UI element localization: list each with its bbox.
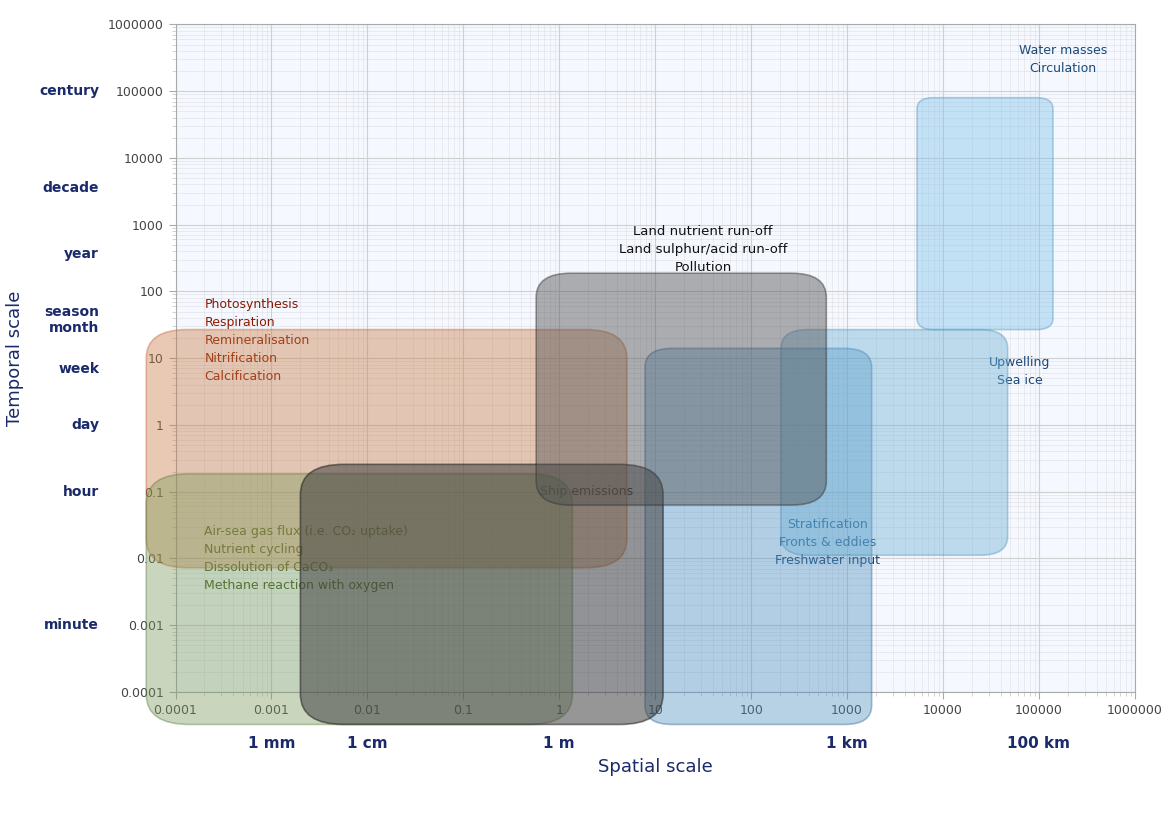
Text: 1 mm: 1 mm — [248, 737, 295, 751]
Text: Stratification
Fronts & eddies
Freshwater input: Stratification Fronts & eddies Freshwate… — [776, 519, 880, 567]
Text: Land nutrient run-off
Land sulphur/acid run-off
Pollution: Land nutrient run-off Land sulphur/acid … — [619, 225, 787, 274]
Text: minute: minute — [44, 618, 99, 632]
Text: day: day — [71, 418, 99, 432]
Text: Ship emissions: Ship emissions — [541, 485, 633, 498]
Text: 1 km: 1 km — [826, 737, 868, 751]
Text: Water masses
Circulation: Water masses Circulation — [1019, 45, 1107, 76]
Text: month: month — [49, 322, 99, 335]
Text: century: century — [39, 84, 99, 98]
Text: Photosynthesis
Respiration
Remineralisation
Nitrification
Calcification: Photosynthesis Respiration Remineralisat… — [205, 298, 310, 383]
Text: 1 cm: 1 cm — [347, 737, 387, 751]
Text: Upwelling
Sea ice: Upwelling Sea ice — [989, 356, 1051, 387]
Text: Air-sea gas flux (i.e. CO₂ uptake)
Nutrient cycling
Dissolution of CaCO₃
Methane: Air-sea gas flux (i.e. CO₂ uptake) Nutri… — [205, 525, 408, 592]
X-axis label: Spatial scale: Spatial scale — [598, 759, 713, 777]
Text: season: season — [44, 304, 99, 318]
Text: hour: hour — [63, 484, 99, 499]
Y-axis label: Temporal scale: Temporal scale — [7, 291, 25, 426]
Text: 100 km: 100 km — [1007, 737, 1071, 751]
Text: decade: decade — [42, 182, 99, 195]
Text: year: year — [64, 247, 99, 261]
Text: week: week — [58, 361, 99, 375]
Text: 1 m: 1 m — [543, 737, 576, 751]
